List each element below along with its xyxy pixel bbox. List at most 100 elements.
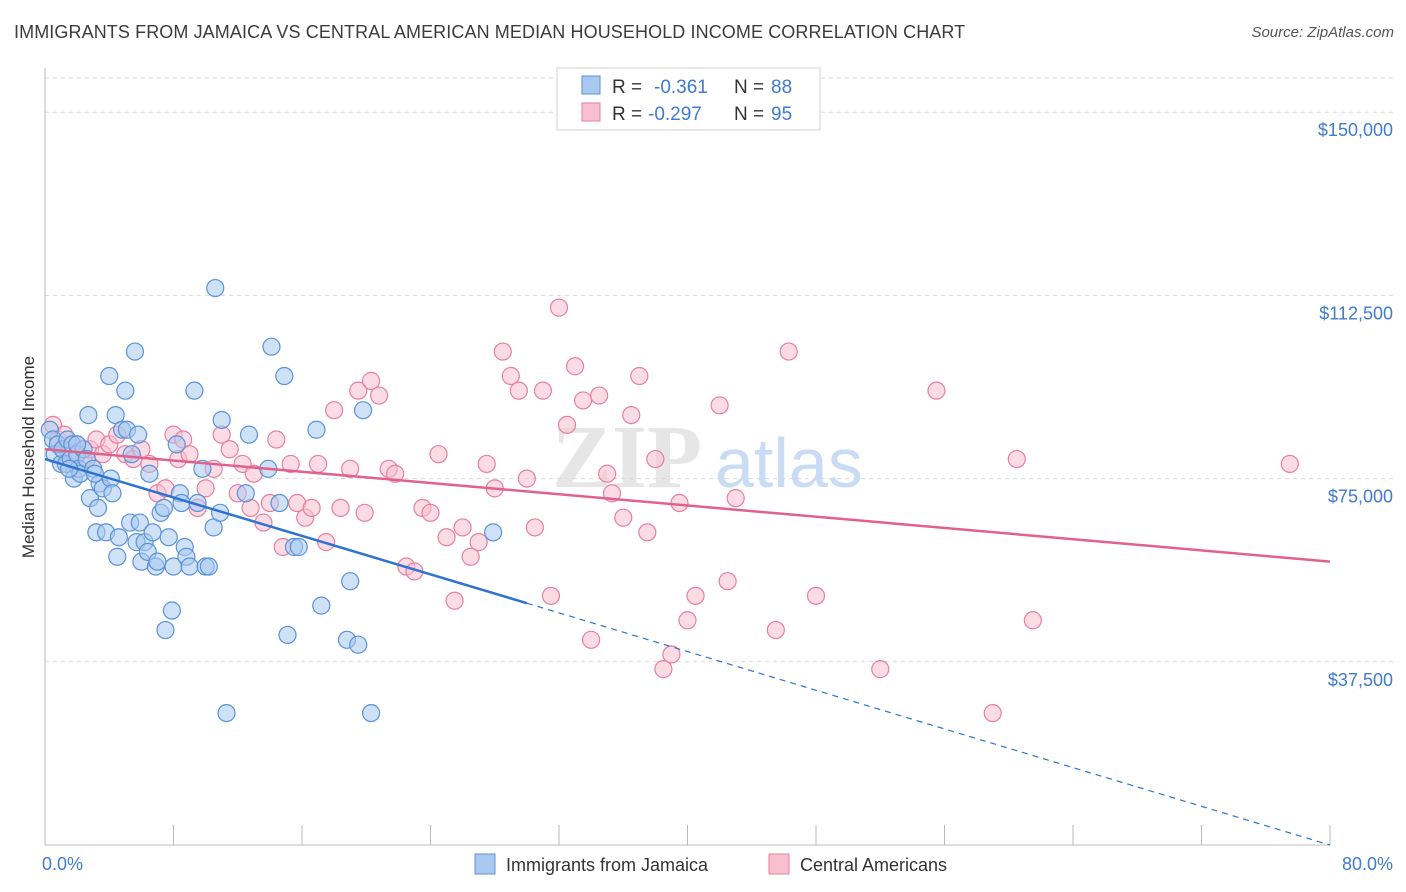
central-americans-point bbox=[421, 503, 440, 522]
jamaica-point bbox=[108, 547, 127, 566]
central-americans-point bbox=[983, 703, 1002, 723]
x-tick-label-max: 80.0% bbox=[1342, 854, 1393, 874]
stats-n-value-jamaica: 88 bbox=[771, 77, 792, 98]
central-americans-point bbox=[429, 445, 448, 464]
jamaica-point bbox=[103, 484, 122, 503]
central-americans-point bbox=[557, 415, 577, 434]
jamaica-point bbox=[156, 620, 175, 640]
central-americans-point bbox=[281, 454, 300, 474]
central-americans-point bbox=[361, 371, 381, 390]
central-americans-point bbox=[533, 381, 553, 400]
jamaica-point bbox=[341, 572, 360, 591]
central-americans-point bbox=[509, 381, 528, 400]
central-americans-point bbox=[779, 342, 798, 361]
central-americans-point bbox=[196, 479, 215, 498]
jamaica-trend-extension bbox=[526, 602, 1331, 846]
central-americans-point bbox=[331, 498, 350, 518]
jamaica-point bbox=[212, 410, 231, 430]
jamaica-point bbox=[143, 523, 162, 542]
central-americans-point bbox=[654, 660, 673, 679]
stats-box: R = -0.361 N = 88 R = -0.297 N = 95 bbox=[556, 67, 821, 131]
central-americans-point bbox=[308, 454, 328, 474]
jamaica-point bbox=[217, 703, 236, 723]
jamaica-point bbox=[129, 425, 148, 444]
central-americans-point bbox=[541, 586, 561, 605]
watermark-zip: ZIP bbox=[552, 408, 702, 507]
jamaica-point bbox=[275, 366, 294, 386]
central-americans-point bbox=[325, 401, 344, 420]
central-americans-point bbox=[582, 630, 601, 649]
central-americans-point bbox=[614, 508, 633, 527]
central-americans-point bbox=[686, 586, 705, 605]
jamaica-point bbox=[100, 366, 119, 386]
jamaica-point bbox=[353, 401, 373, 420]
y-tick-label: $150,000 bbox=[1318, 120, 1393, 140]
jamaica-point bbox=[109, 528, 128, 547]
central-americans-point bbox=[1007, 449, 1026, 469]
chart-source: Source: ZipAtlas.com bbox=[1251, 24, 1394, 41]
stats-n-label-central: N = bbox=[734, 104, 764, 125]
central-americans-point bbox=[630, 366, 649, 386]
central-americans-point bbox=[662, 645, 681, 664]
jamaica-point bbox=[88, 498, 108, 518]
jamaica-point bbox=[122, 445, 141, 464]
central-americans-point bbox=[598, 464, 617, 483]
jamaica-point bbox=[262, 337, 281, 356]
y-tick-label: $112,500 bbox=[1319, 303, 1393, 323]
central-americans-point bbox=[726, 489, 745, 508]
central-americans-point bbox=[590, 386, 609, 405]
central-americans-point bbox=[766, 620, 785, 640]
central-americans-point bbox=[710, 396, 729, 415]
jamaica-trend-line bbox=[44, 457, 528, 605]
central-americans-point bbox=[220, 440, 239, 459]
y-tick-labels: $37,500 $75,000 $112,500 $150,000 bbox=[1318, 120, 1393, 690]
jamaica-point bbox=[180, 557, 199, 576]
central-americans-point bbox=[302, 498, 321, 518]
central-americans-point bbox=[638, 523, 657, 542]
central-americans-point bbox=[806, 586, 826, 605]
x-tick-label-min: 0.0% bbox=[42, 854, 83, 874]
legend-swatch-jamaica bbox=[474, 853, 496, 875]
central-americans-point bbox=[573, 391, 593, 410]
central-americans-trend-line bbox=[44, 448, 1331, 563]
stats-n-value-central: 95 bbox=[771, 104, 792, 125]
jamaica-point bbox=[278, 625, 297, 645]
axes bbox=[44, 68, 1331, 846]
jamaica-point bbox=[116, 381, 135, 400]
stats-n-label-jamaica: N = bbox=[734, 77, 764, 98]
jamaica-point bbox=[130, 513, 149, 532]
central-americans-point bbox=[718, 572, 737, 591]
stats-r-value-jamaica: -0.361 bbox=[654, 77, 708, 98]
jamaica-point bbox=[79, 405, 98, 425]
central-americans-point bbox=[501, 366, 520, 386]
jamaica-point bbox=[239, 425, 259, 444]
jamaica-point bbox=[154, 498, 173, 518]
central-americans-point bbox=[370, 386, 389, 405]
central-americans-point bbox=[349, 381, 368, 400]
central-americans-point bbox=[565, 357, 585, 376]
legend-label-jamaica: Immigrants from Jamaica bbox=[506, 855, 709, 875]
jamaica-point bbox=[140, 464, 159, 483]
chart-title: IMMIGRANTS FROM JAMAICA VS CENTRAL AMERI… bbox=[14, 22, 966, 42]
central-americans-point bbox=[386, 464, 405, 483]
central-americans-point bbox=[525, 518, 545, 537]
central-americans-point bbox=[549, 298, 569, 317]
y-tick-label: $75,000 bbox=[1328, 487, 1393, 507]
central-americans-point bbox=[646, 449, 665, 469]
jamaica-point bbox=[162, 601, 181, 620]
jamaica-point bbox=[185, 381, 204, 400]
central-americans-point bbox=[927, 381, 946, 400]
jamaica-points bbox=[40, 278, 503, 723]
jamaica-point bbox=[307, 420, 326, 439]
central-americans-point bbox=[622, 405, 641, 425]
jamaica-point bbox=[125, 342, 145, 361]
central-americans-point bbox=[453, 518, 472, 537]
jamaica-point bbox=[199, 557, 218, 576]
stats-swatch-jamaica bbox=[581, 75, 601, 95]
central-americans-point bbox=[678, 611, 697, 630]
central-americans-point bbox=[871, 660, 890, 679]
central-americans-point bbox=[517, 469, 536, 488]
central-americans-point bbox=[267, 430, 286, 449]
central-americans-points bbox=[43, 298, 1299, 723]
